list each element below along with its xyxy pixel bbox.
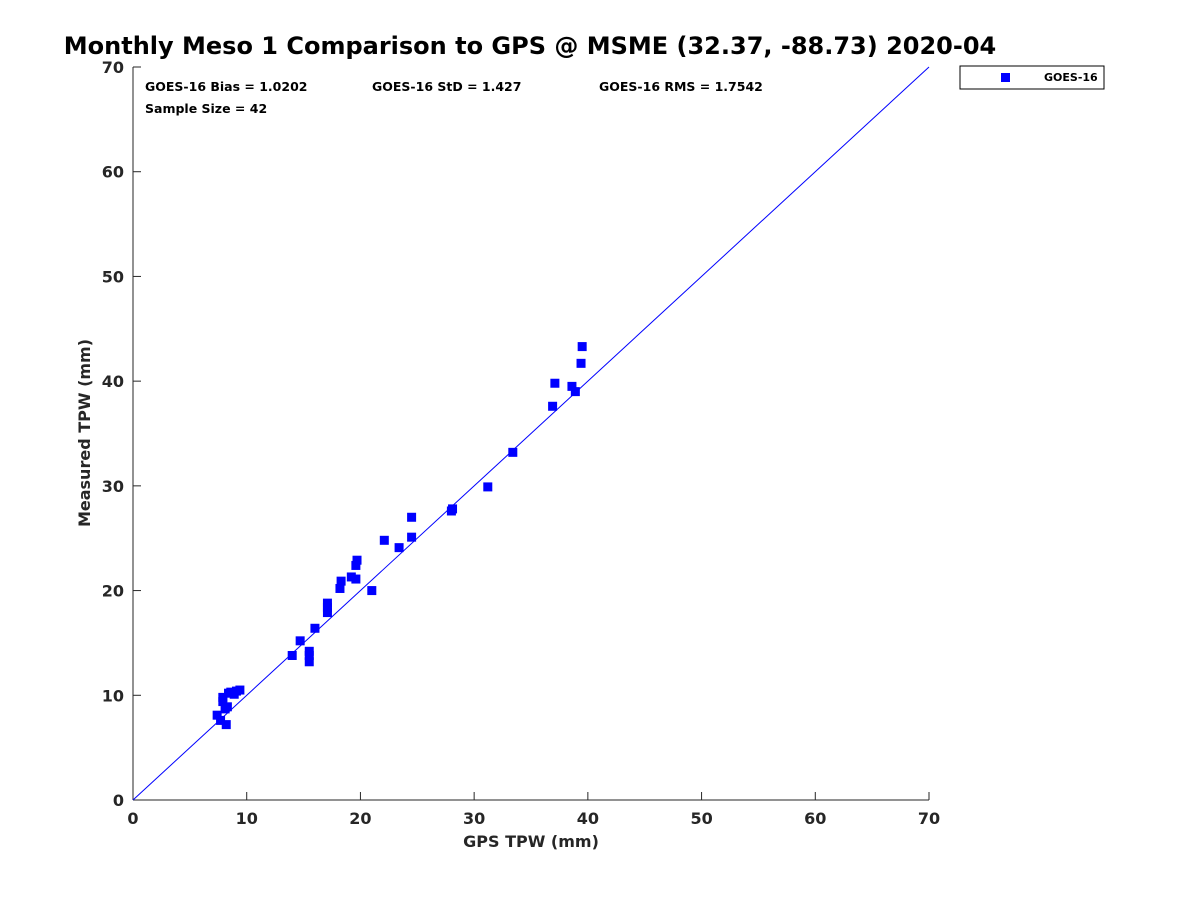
data-point xyxy=(570,387,580,397)
x-tick-label: 20 xyxy=(349,809,371,828)
data-point xyxy=(222,702,232,712)
x-tick-label: 50 xyxy=(690,809,712,828)
y-tick-label: 10 xyxy=(102,686,124,705)
data-point xyxy=(379,535,389,545)
stat-bias: GOES-16 Bias = 1.0202 xyxy=(145,79,307,94)
y-tick-label: 20 xyxy=(102,582,124,601)
data-point xyxy=(335,583,345,593)
x-tick-label: 30 xyxy=(463,809,485,828)
data-point xyxy=(221,720,231,730)
data-point xyxy=(295,636,305,646)
data-point xyxy=(304,657,314,667)
data-point xyxy=(483,482,493,492)
y-tick-label: 0 xyxy=(113,791,124,810)
data-point xyxy=(577,342,587,352)
data-point xyxy=(310,623,320,633)
data-point xyxy=(235,685,245,695)
data-point xyxy=(287,650,297,660)
x-tick-label: 40 xyxy=(577,809,599,828)
data-point xyxy=(394,543,404,553)
data-point xyxy=(576,358,586,368)
data-point xyxy=(218,692,228,702)
y-axis-label: Measured TPW (mm) xyxy=(75,339,94,527)
data-point xyxy=(322,598,332,608)
stat-std: GOES-16 StD = 1.427 xyxy=(372,79,521,94)
data-point xyxy=(322,608,332,618)
data-point xyxy=(548,401,558,411)
data-point xyxy=(351,574,361,584)
y-tick-label: 50 xyxy=(102,267,124,286)
y-tick-label: 60 xyxy=(102,163,124,182)
data-point xyxy=(367,586,377,596)
x-axis-label: GPS TPW (mm) xyxy=(463,832,599,851)
y-tick-label: 40 xyxy=(102,372,124,391)
reference-line-group xyxy=(132,66,930,801)
data-point xyxy=(351,560,361,570)
data-point xyxy=(448,504,458,514)
legend: GOES-16 xyxy=(959,65,1105,90)
legend-marker xyxy=(1001,73,1010,82)
axes: 0 10 20 30 40 50 60 70 0 10 20 30 40 50 60 70 xyxy=(102,58,940,828)
data-point xyxy=(407,532,417,542)
chart-title: Monthly Meso 1 Comparison to GPS @ MSME … xyxy=(64,32,996,60)
data-points xyxy=(212,342,587,730)
data-point xyxy=(336,576,346,586)
x-tick-label: 10 xyxy=(236,809,258,828)
stat-sample-size: Sample Size = 42 xyxy=(145,101,267,116)
data-point xyxy=(304,646,314,656)
one-to-one-line xyxy=(132,66,930,801)
data-point xyxy=(508,447,518,457)
data-point xyxy=(212,710,222,720)
x-tick-label: 60 xyxy=(804,809,826,828)
x-tick-label: 70 xyxy=(918,809,940,828)
data-point xyxy=(346,572,356,582)
y-tick-label: 30 xyxy=(102,477,124,496)
legend-label: GOES-16 xyxy=(1044,71,1098,84)
data-point xyxy=(407,512,417,522)
data-point xyxy=(550,378,560,388)
data-point xyxy=(216,715,226,725)
legend-box xyxy=(959,65,1105,90)
y-tick-label: 70 xyxy=(102,58,124,77)
data-point xyxy=(352,555,362,565)
data-point xyxy=(567,381,577,391)
x-tick-label: 0 xyxy=(127,809,138,828)
stat-rms: GOES-16 RMS = 1.7542 xyxy=(599,79,763,94)
